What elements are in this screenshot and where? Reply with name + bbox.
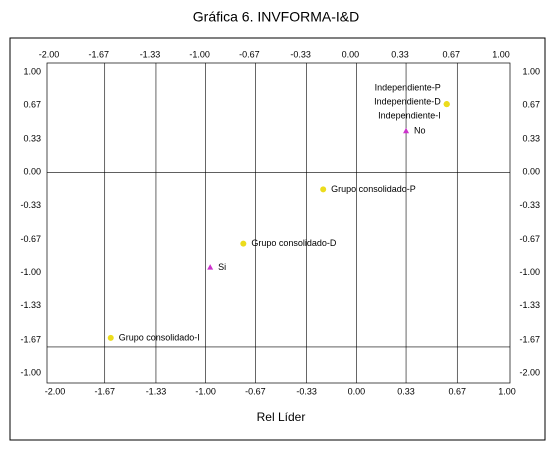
y2-tick-label: -1.67 (519, 334, 540, 344)
y2-tick-label: 1.00 (522, 66, 540, 76)
x-top-tick-label: -0.67 (239, 49, 260, 59)
point-label: Independiente-I (378, 110, 441, 120)
x-axis-label: Rel Líder (257, 410, 306, 424)
point (443, 101, 450, 108)
y-tick-label: 0.00 (23, 167, 41, 177)
point-label: Grupo consolidado-P (331, 184, 416, 194)
y-tick-label: -0.33 (20, 200, 41, 210)
point-label: Independiente-D (374, 96, 441, 106)
x-top-tick-label: -1.33 (140, 49, 161, 59)
y2-tick-label: 0.00 (522, 167, 540, 177)
x-top-tick-label: 0.67 (443, 49, 461, 59)
y-tick-label: -0.67 (20, 234, 41, 244)
x-tick-label: -0.67 (245, 386, 266, 396)
x-tick-label: -0.33 (296, 386, 317, 396)
frame (9, 37, 546, 441)
x-top-tick-label: -1.67 (88, 49, 109, 59)
y-tick-label: -1.67 (20, 334, 41, 344)
x-top-tick-label: 0.33 (391, 49, 409, 59)
x-tick-label: 0.33 (397, 386, 415, 396)
y2-tick-label: -0.67 (519, 234, 540, 244)
point (320, 186, 327, 193)
x-top-tick-label: 1.00 (492, 49, 510, 59)
x-top-tick-label: -0.33 (290, 49, 311, 59)
y2-tick-label: 0.33 (522, 134, 540, 144)
y2-tick-label: -1.00 (519, 267, 540, 277)
y-tick-label: 0.33 (23, 134, 41, 144)
x-top-tick-label: 0.00 (342, 49, 360, 59)
point (240, 240, 247, 247)
x-tick-label: 0.00 (348, 386, 366, 396)
x-tick-label: 0.67 (449, 386, 467, 396)
chart-title: Gráfica 6. INVFORMA-I&D (193, 9, 359, 25)
x-top-tick-label: -1.00 (189, 49, 210, 59)
point-label: Grupo consolidado-I (119, 332, 200, 342)
point-label: Si (218, 262, 226, 272)
y-tick-label: -1.33 (20, 300, 41, 310)
x-tick-label: -1.67 (94, 386, 115, 396)
y-tick-label: 0.67 (23, 99, 41, 109)
x-tick-label: -1.33 (146, 386, 167, 396)
plot-area (46, 62, 511, 384)
y2-tick-label: 0.67 (522, 99, 540, 109)
y-tick-label: -1.00 (20, 367, 41, 377)
x-tick-label: -2.00 (45, 386, 66, 396)
x-tick-label: -1.00 (195, 386, 216, 396)
y2-tick-label: -0.33 (519, 200, 540, 210)
y2-tick-label: -2.00 (519, 367, 540, 377)
y-tick-label: 1.00 (23, 66, 41, 76)
point (207, 264, 214, 270)
point-label: Grupo consolidado-D (251, 238, 337, 248)
point-label: Independiente-P (375, 82, 441, 92)
point-label: No (414, 126, 426, 136)
x-tick-label: 1.00 (498, 386, 516, 396)
y2-tick-label: -1.33 (519, 300, 540, 310)
point (403, 127, 410, 134)
point (107, 334, 114, 341)
y-tick-label: -1.00 (20, 267, 41, 277)
x-top-tick-label: -2.00 (39, 49, 60, 59)
